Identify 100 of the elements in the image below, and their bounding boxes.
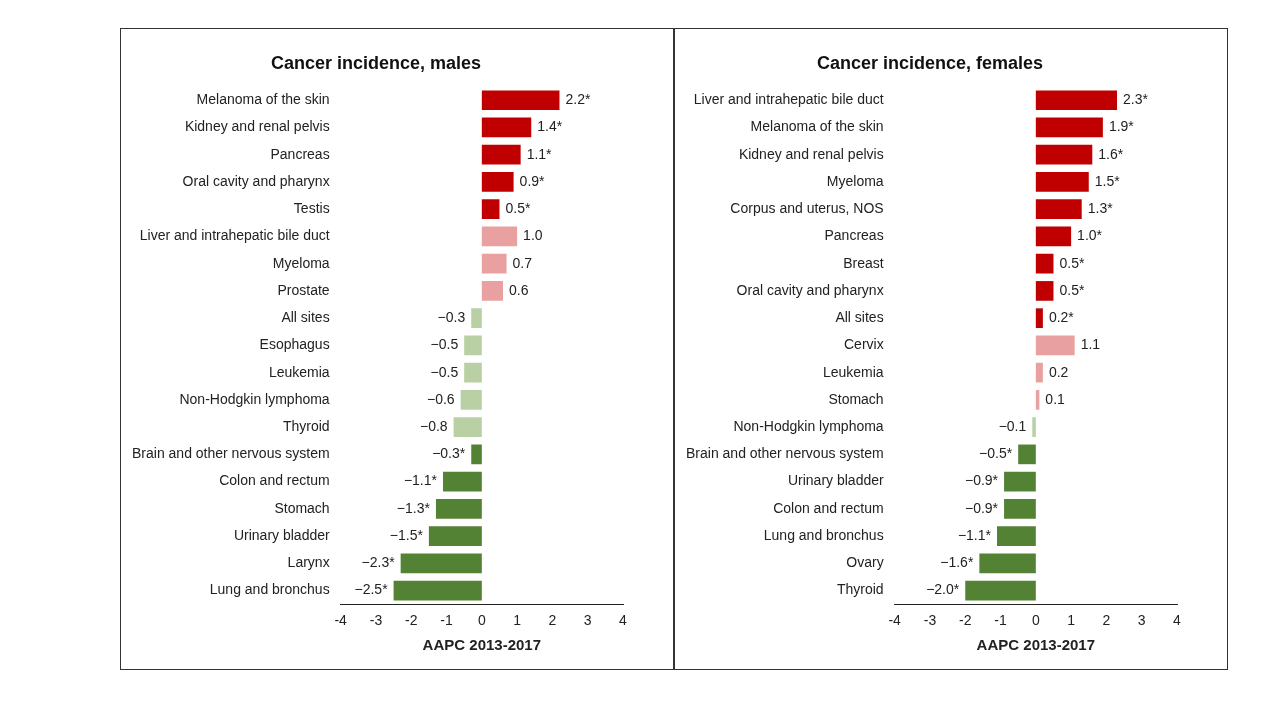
- data-label: 1.1*: [526, 145, 553, 162]
- data-label: −0.9*: [964, 499, 999, 516]
- x-axis-title: AAPC 2013-2017: [976, 636, 1096, 654]
- y-tick-label: Stomach: [828, 390, 884, 407]
- y-tick-label: Kidney and renal pelvis: [738, 145, 884, 162]
- x-tick-label: 1: [513, 612, 522, 629]
- y-tick-label: Myeloma: [826, 172, 884, 189]
- x-tick-label: 0: [1031, 612, 1040, 629]
- y-tick-label: Leukemia: [268, 363, 330, 380]
- data-label: 0.7: [512, 254, 533, 271]
- bar: [1035, 117, 1103, 138]
- bar: [1035, 281, 1054, 301]
- y-tick-label: Leukemia: [822, 363, 884, 380]
- y-tick-label: Cervix: [843, 336, 884, 353]
- data-label: 1.0*: [1077, 227, 1103, 244]
- y-tick-label: Melanoma of the skin: [750, 118, 884, 135]
- data-label: −1.5*: [389, 526, 424, 543]
- data-label: −0.5*: [979, 445, 1013, 462]
- data-label: −0.9*: [964, 472, 999, 489]
- y-tick-label: Kidney and renal pelvis: [184, 118, 330, 135]
- bar: [1018, 444, 1036, 465]
- bar: [471, 308, 482, 328]
- bar: [481, 281, 503, 301]
- data-label: 0.9*: [519, 172, 546, 189]
- bar: [428, 526, 482, 546]
- bar: [481, 226, 518, 247]
- data-label: 1.1: [1080, 336, 1101, 353]
- bar: [481, 144, 521, 165]
- data-label: 0.2: [1048, 363, 1069, 380]
- y-tick-label: Pancreas: [824, 227, 884, 244]
- y-tick-label: Non-Hodgkin lymphoma: [179, 390, 330, 407]
- y-tick-label: Oral cavity and pharynx: [182, 172, 330, 189]
- bar: [453, 417, 482, 437]
- data-label: 0.2*: [1048, 309, 1075, 326]
- x-tick-label: 1: [1067, 612, 1076, 629]
- data-label: 1.4*: [537, 118, 563, 135]
- bar: [464, 335, 482, 356]
- data-label: −1.6*: [940, 554, 974, 571]
- data-label: 1.6*: [1098, 145, 1124, 162]
- data-label: 0.5*: [1059, 281, 1085, 298]
- y-tick-label: Breast: [843, 254, 884, 271]
- y-tick-label: Non-Hodgkin lymphoma: [733, 417, 884, 434]
- x-tick-label: 4: [1173, 612, 1182, 629]
- data-label: 1.5*: [1094, 172, 1121, 189]
- data-label: 2.2*: [565, 91, 591, 108]
- x-tick-label: -2: [959, 612, 972, 629]
- data-label: −2.3*: [361, 554, 396, 571]
- bar: [481, 172, 514, 192]
- bar: [1035, 335, 1075, 356]
- x-tick-label: -1: [994, 612, 1007, 629]
- bar: [979, 553, 1036, 574]
- bar: [393, 580, 482, 601]
- data-label: −2.5*: [354, 581, 389, 598]
- bar: [1035, 253, 1054, 274]
- bar: [1035, 362, 1043, 383]
- y-tick-label: Brain and other nervous system: [132, 445, 330, 462]
- bar: [1035, 226, 1072, 247]
- bar: [481, 199, 500, 220]
- y-tick-label: Melanoma of the skin: [196, 91, 330, 108]
- x-axis-title: AAPC 2013-2017: [422, 636, 542, 654]
- data-label: −0.5: [430, 336, 459, 353]
- y-tick-label: Ovary: [846, 554, 884, 571]
- y-tick-label: Pancreas: [270, 145, 330, 162]
- x-tick-label: -2: [405, 612, 418, 629]
- x-tick-label: -4: [334, 612, 348, 629]
- y-tick-label: All sites: [281, 309, 330, 326]
- bar: [1035, 144, 1093, 165]
- data-label: −0.5: [430, 363, 459, 380]
- y-tick-label: Stomach: [274, 499, 330, 516]
- bar: [1035, 90, 1117, 111]
- y-tick-label: Myeloma: [272, 254, 330, 271]
- x-tick-label: -3: [369, 612, 383, 629]
- y-tick-label: Esophagus: [259, 336, 330, 353]
- data-label: 1.0: [523, 227, 543, 244]
- x-tick-label: -3: [923, 612, 937, 629]
- data-label: 0.5*: [505, 200, 531, 217]
- bar: [1035, 199, 1082, 220]
- x-tick-label: -4: [888, 612, 902, 629]
- y-tick-label: Oral cavity and pharynx: [736, 281, 884, 298]
- bar: [481, 90, 560, 111]
- bar: [400, 553, 482, 574]
- bar: [1035, 172, 1089, 192]
- data-label: −0.3: [437, 309, 466, 326]
- y-tick-label: Colon and rectum: [773, 499, 884, 516]
- data-label: −0.8: [419, 417, 448, 434]
- x-tick-label: 2: [1102, 612, 1111, 629]
- bar: [443, 471, 482, 492]
- data-label: 2.3*: [1123, 91, 1149, 108]
- data-label: −0.6: [427, 390, 455, 407]
- data-label: −1.3*: [396, 499, 431, 516]
- bar: [481, 253, 507, 274]
- y-tick-label: Larynx: [287, 554, 330, 571]
- y-tick-label: Prostate: [277, 281, 330, 298]
- chart-title: Cancer incidence, males: [270, 52, 482, 73]
- data-label: −0.3*: [432, 445, 466, 462]
- bar: [464, 362, 482, 383]
- data-label: −2.0*: [926, 581, 960, 598]
- x-tick-label: -1: [440, 612, 453, 629]
- y-tick-label: Thyroid: [282, 417, 330, 434]
- x-tick-label: 3: [1137, 612, 1146, 629]
